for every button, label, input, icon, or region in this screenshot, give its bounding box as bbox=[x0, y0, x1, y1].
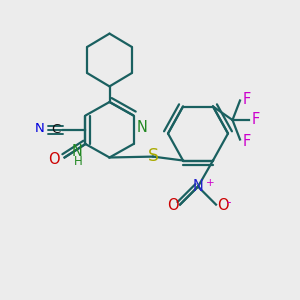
Text: N: N bbox=[136, 120, 147, 135]
Text: O: O bbox=[167, 198, 178, 213]
Text: +: + bbox=[206, 178, 214, 188]
Text: -: - bbox=[226, 196, 231, 209]
Text: H: H bbox=[74, 155, 82, 168]
Text: N: N bbox=[72, 144, 83, 159]
Text: S: S bbox=[148, 147, 158, 165]
Text: O: O bbox=[48, 152, 60, 167]
Text: N: N bbox=[35, 122, 44, 135]
Text: C: C bbox=[51, 123, 60, 136]
Text: F: F bbox=[243, 134, 251, 148]
Text: F: F bbox=[252, 112, 260, 128]
Text: N: N bbox=[193, 179, 203, 194]
Text: F: F bbox=[243, 92, 251, 106]
Text: O: O bbox=[218, 198, 229, 213]
